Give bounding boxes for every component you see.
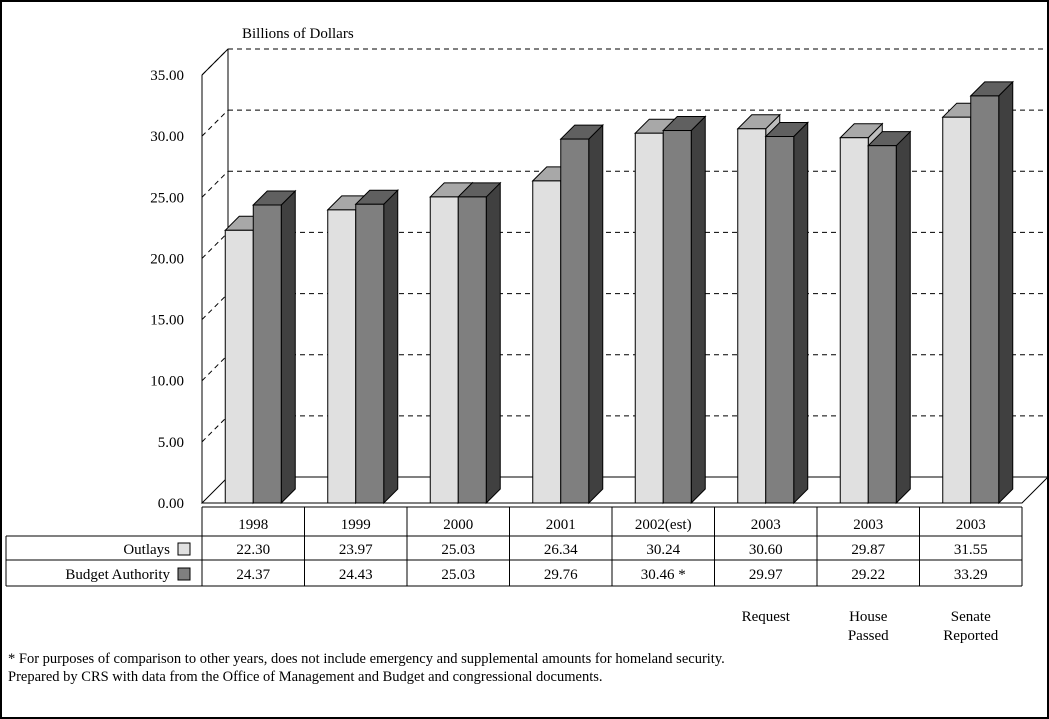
- x-category-label: 2003: [751, 517, 781, 533]
- bar-budget-authority: [355, 203, 385, 504]
- footnote-source: Prepared by CRS with data from the Offic…: [8, 669, 603, 685]
- data-value-label: 33.29: [954, 567, 988, 583]
- legend-series-name: Outlays: [123, 542, 170, 558]
- y-tick-label: 35.00: [150, 68, 184, 84]
- x-category-label: 2003: [853, 517, 883, 533]
- bar-budget-authority: [662, 130, 692, 504]
- x-category-label: 2001: [546, 517, 576, 533]
- bar-budget-authority: [765, 136, 795, 504]
- y-tick-label: 25.00: [150, 190, 184, 206]
- x-sublabel: Request: [742, 609, 791, 625]
- y-tick-label: 10.00: [150, 374, 184, 390]
- data-value-label: 24.37: [236, 567, 270, 583]
- x-category-label: 1998: [238, 517, 268, 533]
- legend-swatch: [177, 567, 191, 581]
- bar-outlays: [429, 196, 459, 504]
- data-value-label: 25.03: [441, 542, 475, 558]
- bar-outlays: [532, 180, 562, 504]
- bar-outlays: [634, 132, 664, 504]
- data-value-label: 24.43: [339, 567, 373, 583]
- bar-budget-authority: [867, 145, 897, 504]
- gridline-depth: [201, 170, 229, 198]
- data-value-label: 29.22: [851, 567, 885, 583]
- data-value-label: 23.97: [339, 542, 373, 558]
- bar-budget-authority-side: [280, 189, 296, 505]
- bar-outlays: [942, 116, 972, 504]
- data-value-label: 29.87: [851, 542, 885, 558]
- data-value-label: 25.03: [441, 567, 475, 583]
- bar-budget-authority-side: [485, 181, 501, 505]
- x-category-label: 2003: [956, 517, 986, 533]
- bar-budget-authority-side: [690, 115, 706, 505]
- y-axis-label: Billions of Dollars: [242, 26, 354, 42]
- data-value-label: 29.76: [544, 567, 578, 583]
- data-value-label: 22.30: [236, 542, 270, 558]
- gridline-depth: [201, 293, 229, 320]
- bar-chart-3d: 0.00 5.00 10.00 15.00 20.00 25.00 30.00 35.00 19…: [5, 48, 1049, 644]
- data-value-label: 31.55: [954, 542, 988, 558]
- data-value-label: 30.60: [749, 542, 783, 558]
- x-sublabel: Passed: [848, 628, 889, 644]
- x-category-label: 2002(est): [635, 517, 692, 533]
- bar-budget-authority-side: [895, 130, 911, 505]
- x-sublabel: Reported: [943, 628, 998, 644]
- data-value-label: 26.34: [544, 542, 578, 558]
- gridline-depth: [201, 48, 229, 76]
- y-tick-label: 15.00: [150, 313, 184, 329]
- x-category-label: 1999: [341, 517, 371, 533]
- bar-budget-authority-side: [793, 121, 809, 505]
- bar-budget-authority: [970, 95, 1000, 504]
- bar-outlays: [327, 209, 357, 504]
- legend-series-name: Budget Authority: [65, 567, 170, 583]
- x-sublabel: Senate: [951, 609, 991, 625]
- gridline-depth: [201, 354, 229, 382]
- bar-budget-authority-side: [383, 189, 399, 505]
- data-value-label: 30.24: [646, 542, 680, 558]
- gridline-depth: [201, 232, 229, 259]
- y-tick-label: 5.00: [158, 435, 184, 451]
- legend-swatch: [177, 542, 191, 556]
- footnote-homeland: * For purposes of comparison to other ye…: [8, 651, 725, 667]
- data-value-label: 30.46 *: [641, 567, 686, 583]
- gridline-depth: [201, 415, 229, 443]
- bar-budget-authority: [252, 204, 282, 504]
- bar-outlays: [224, 229, 254, 504]
- x-sublabel: House: [849, 609, 888, 625]
- bar-budget-authority-side: [998, 80, 1014, 505]
- bar-budget-authority-side: [588, 123, 604, 505]
- y-tick-label: 30.00: [150, 129, 184, 145]
- y-tick-label: 20.00: [150, 251, 184, 267]
- bar-outlays: [839, 137, 869, 504]
- x-category-label: 2000: [443, 517, 473, 533]
- bar-outlays: [737, 128, 767, 504]
- bar-budget-authority: [457, 196, 487, 504]
- y-tick-label: 0.00: [158, 496, 184, 512]
- bar-budget-authority: [560, 138, 590, 504]
- data-value-label: 29.97: [749, 567, 783, 583]
- gridline-depth: [201, 109, 229, 137]
